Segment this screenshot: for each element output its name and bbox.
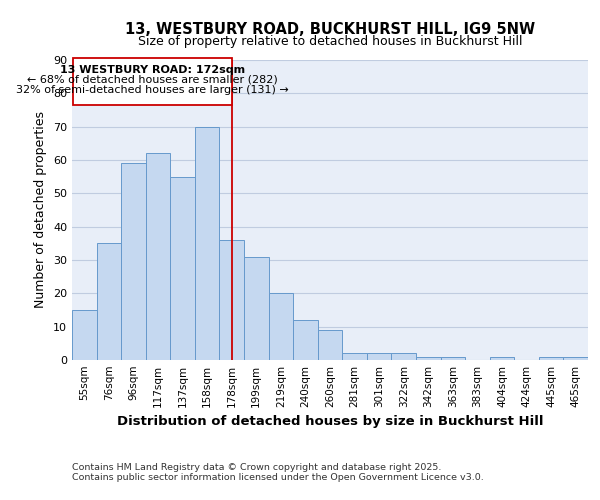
Text: 13 WESTBURY ROAD: 172sqm: 13 WESTBURY ROAD: 172sqm [60, 65, 245, 75]
Bar [170, 176, 195, 360]
Bar [539, 356, 563, 360]
Bar [416, 356, 440, 360]
Bar [73, 58, 232, 105]
Bar [244, 256, 269, 360]
Y-axis label: Number of detached properties: Number of detached properties [34, 112, 47, 308]
Bar [195, 126, 220, 360]
Bar [367, 354, 391, 360]
Bar [293, 320, 318, 360]
Bar [318, 330, 342, 360]
Bar [72, 310, 97, 360]
X-axis label: Distribution of detached houses by size in Buckhurst Hill: Distribution of detached houses by size … [117, 416, 543, 428]
Text: Size of property relative to detached houses in Buckhurst Hill: Size of property relative to detached ho… [138, 35, 522, 48]
Bar [220, 240, 244, 360]
Bar [269, 294, 293, 360]
Bar [391, 354, 416, 360]
Bar [121, 164, 146, 360]
Text: ← 68% of detached houses are smaller (282): ← 68% of detached houses are smaller (28… [27, 75, 278, 85]
Bar [342, 354, 367, 360]
Bar [146, 154, 170, 360]
Text: 13, WESTBURY ROAD, BUCKHURST HILL, IG9 5NW: 13, WESTBURY ROAD, BUCKHURST HILL, IG9 5… [125, 22, 535, 38]
Bar [563, 356, 588, 360]
Bar [490, 356, 514, 360]
Text: Contains HM Land Registry data © Crown copyright and database right 2025.
Contai: Contains HM Land Registry data © Crown c… [72, 463, 484, 482]
Text: 32% of semi-detached houses are larger (131) →: 32% of semi-detached houses are larger (… [16, 85, 289, 95]
Bar [440, 356, 465, 360]
Bar [97, 244, 121, 360]
